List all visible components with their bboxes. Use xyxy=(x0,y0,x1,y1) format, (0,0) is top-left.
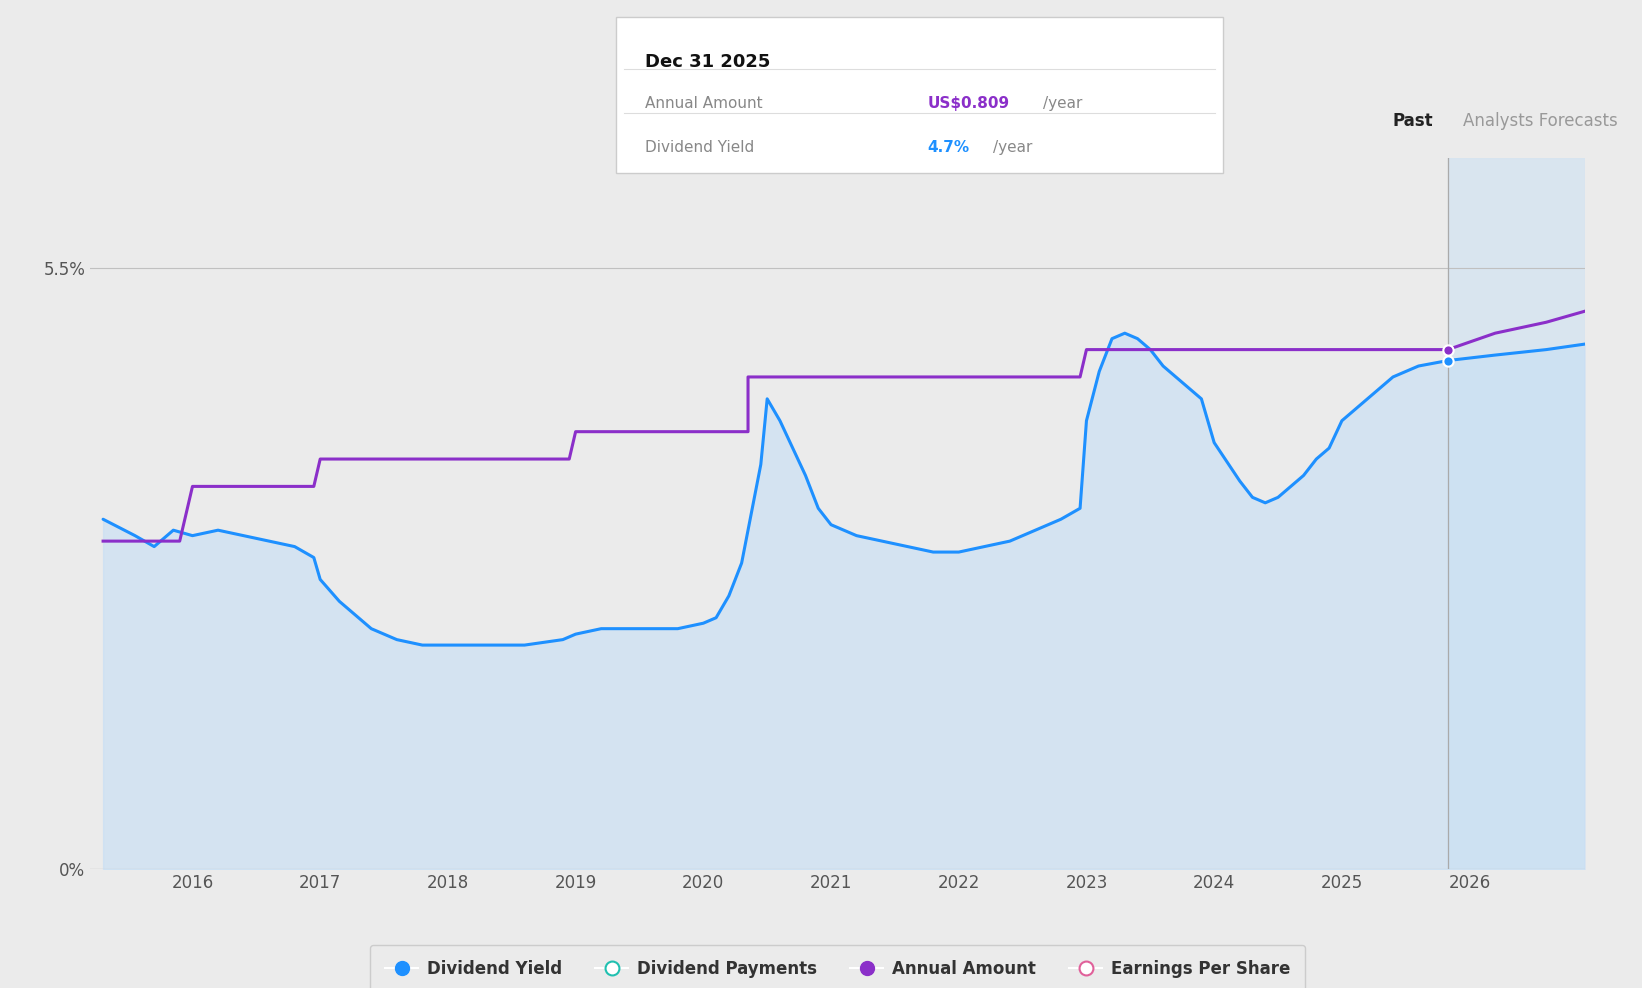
Text: Dec 31 2025: Dec 31 2025 xyxy=(645,53,770,71)
Point xyxy=(1435,353,1461,369)
Legend: Dividend Yield, Dividend Payments, Annual Amount, Earnings Per Share: Dividend Yield, Dividend Payments, Annua… xyxy=(369,945,1305,988)
Text: Dividend Yield: Dividend Yield xyxy=(645,140,755,155)
Text: Annual Amount: Annual Amount xyxy=(645,96,764,111)
Text: 4.7%: 4.7% xyxy=(928,140,970,155)
Point xyxy=(1435,342,1461,358)
Bar xyxy=(1448,158,1585,869)
Text: Past: Past xyxy=(1392,112,1433,129)
Text: US$0.809: US$0.809 xyxy=(928,96,1010,111)
Text: /year: /year xyxy=(993,140,1033,155)
Text: Analysts Forecasts: Analysts Forecasts xyxy=(1463,112,1617,129)
Text: /year: /year xyxy=(1043,96,1082,111)
